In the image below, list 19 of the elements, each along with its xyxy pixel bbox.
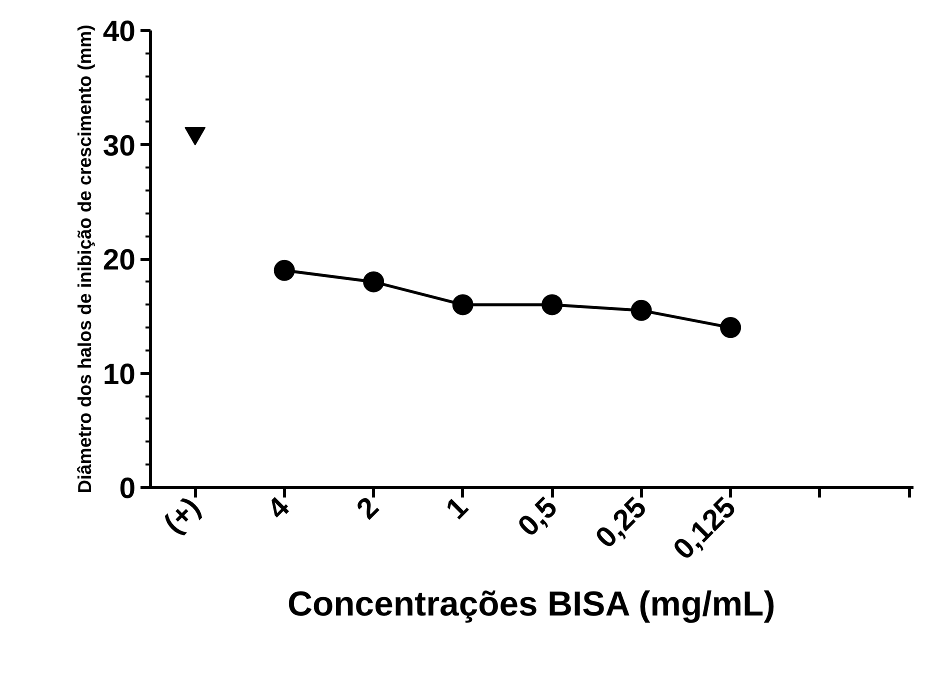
point <box>542 294 563 316</box>
point <box>274 260 295 281</box>
point <box>363 271 384 292</box>
x-tick-label: 4 <box>261 490 297 526</box>
y-axis-title: Diâmetro dos halos de inibição de crescimento (mm) <box>74 24 95 494</box>
y-tick-label: 0 <box>119 472 136 505</box>
x-tick-label: 1 <box>440 490 475 526</box>
x-tick-label: 2 <box>350 490 386 526</box>
point <box>720 317 742 338</box>
x-tick-label: (+) <box>158 490 207 540</box>
x-tick-label: 0,5 <box>512 490 564 543</box>
x-axis-title: Concentrações BISA (mg/mL) <box>287 586 776 624</box>
y-tick-label: 10 <box>102 358 136 391</box>
y-tick-label: 40 <box>102 15 136 48</box>
y-tick-label: 30 <box>102 129 136 162</box>
point <box>184 127 206 146</box>
point <box>630 300 652 321</box>
point <box>452 294 474 316</box>
y-tick-label: 20 <box>102 244 136 276</box>
